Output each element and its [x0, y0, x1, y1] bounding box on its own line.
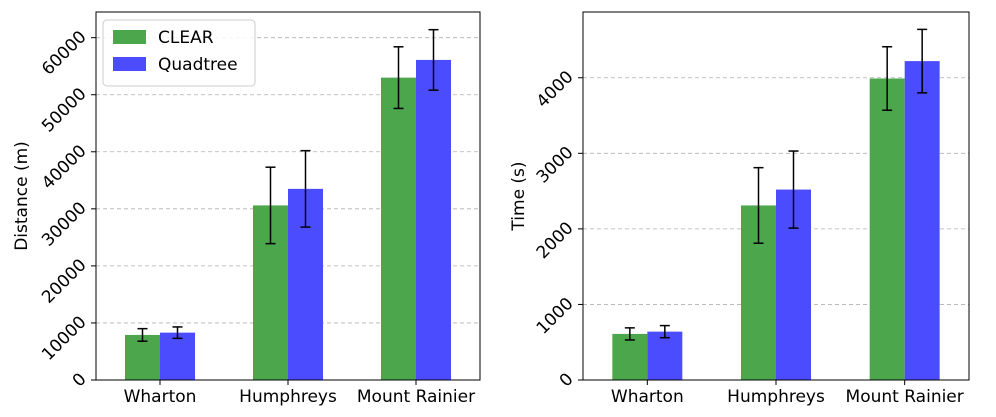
bar-quadtree-wharton [647, 331, 683, 380]
bar-quadtree-wharton [160, 332, 195, 380]
y-tick-label: 1000 [533, 294, 578, 339]
y-tick-label: 30000 [38, 198, 90, 250]
bar-clear-wharton [125, 334, 160, 380]
bar-quadtree-mount-rainier [904, 61, 940, 381]
bar-clear-wharton [612, 333, 648, 380]
y-tick-label: 2000 [533, 218, 578, 263]
y-tick-label: 0 [69, 369, 91, 391]
y-tick-label: 60000 [38, 27, 90, 79]
y-tick-label: 40000 [38, 141, 90, 193]
plot-frame [95, 11, 481, 381]
y-tick-label: 10000 [38, 312, 90, 364]
y-axis-label: Distance (m) [12, 141, 32, 251]
legend-label-quadtree: Quadtree [158, 55, 238, 75]
y-tick-label: 4000 [533, 67, 578, 112]
bar-clear-mount-rainier [869, 78, 905, 380]
x-tick-label: Mount Rainier [357, 387, 475, 407]
y-tick-label: 50000 [38, 84, 90, 136]
x-tick-label: Wharton [124, 387, 197, 407]
bar-clear-mount-rainier [381, 77, 416, 381]
y-tick-label: 3000 [533, 143, 578, 188]
plot-frame [582, 11, 970, 381]
x-tick-label: Mount Rainier [846, 387, 964, 407]
legend-swatch-clear [113, 30, 146, 44]
legend-label-clear: CLEAR [158, 28, 214, 48]
y-tick-label: 20000 [38, 255, 90, 307]
x-tick-label: Humphreys [239, 387, 337, 407]
x-tick-label: Wharton [611, 387, 684, 407]
x-tick-label: Humphreys [727, 387, 825, 407]
y-axis-label: Time (s) [509, 161, 529, 231]
y-tick-label: 0 [556, 369, 578, 391]
legend-swatch-quadtree [113, 57, 146, 71]
time-chart: 0 1000 2000 3000 4000 Wharton Humphreys Mount R… [509, 11, 970, 407]
bar-quadtree-mount-rainier [416, 59, 451, 380]
